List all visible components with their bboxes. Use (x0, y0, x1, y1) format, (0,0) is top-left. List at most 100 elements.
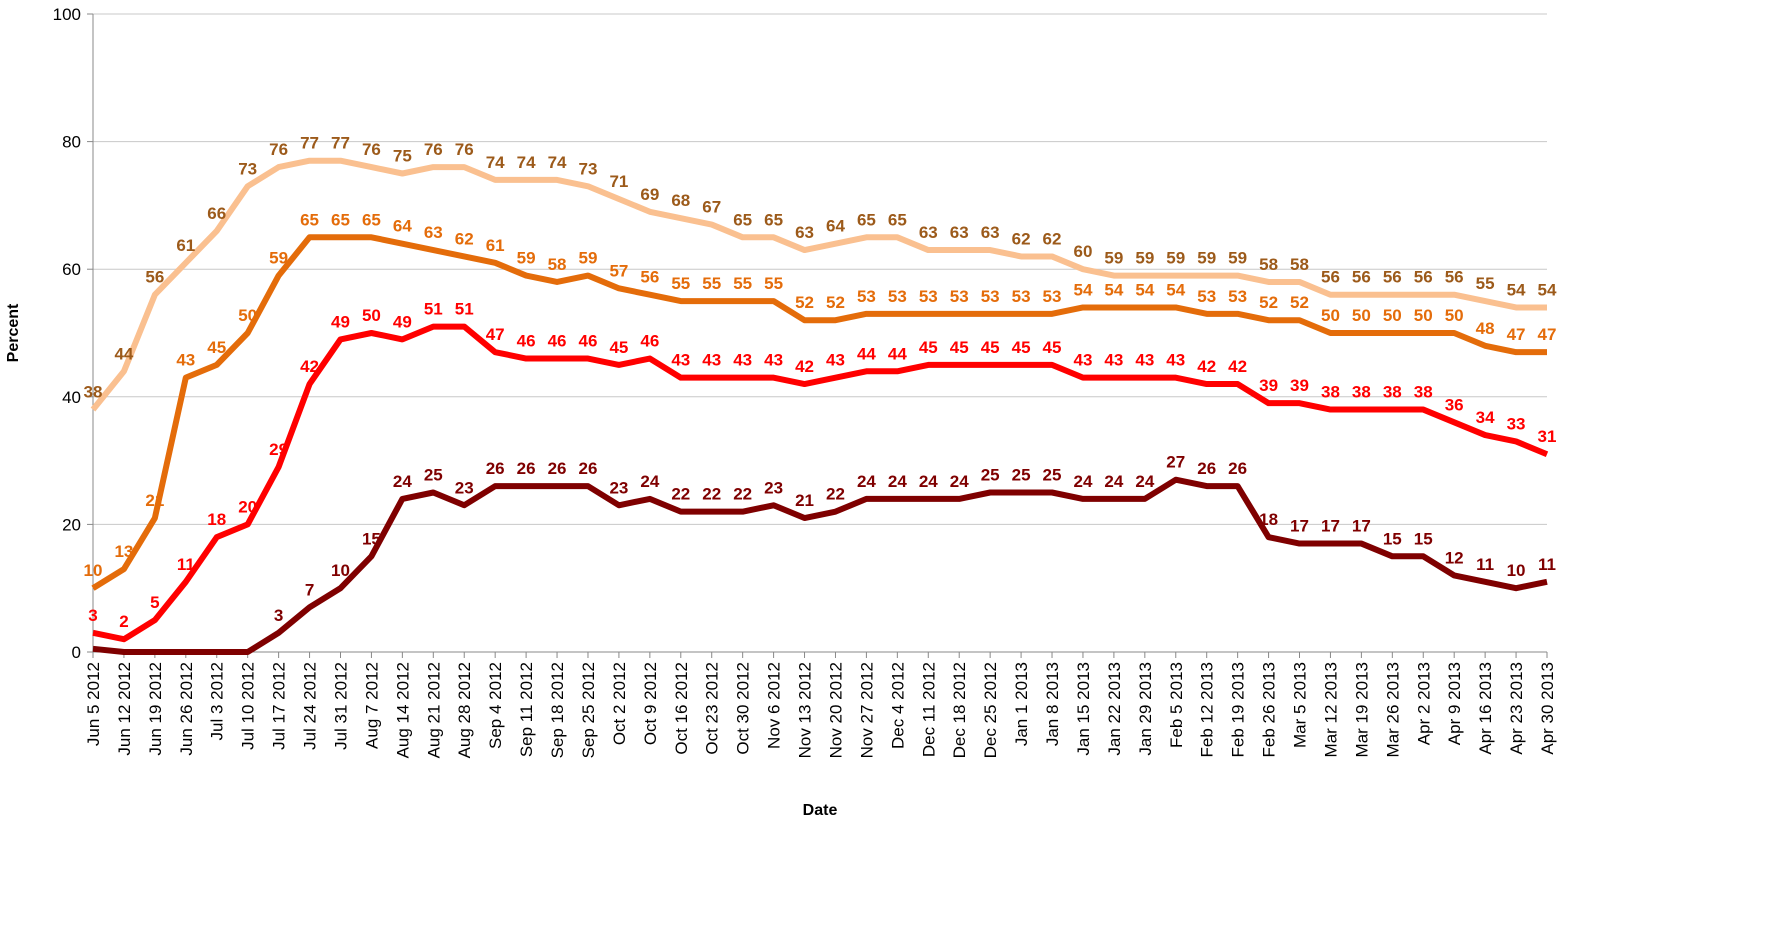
data-label: 43 (702, 351, 721, 370)
series-line (91, 234, 1547, 591)
x-tick-label: Jun 19 2012 (146, 662, 165, 756)
data-label: 12 (1445, 548, 1464, 567)
data-label: 43 (176, 351, 195, 370)
data-label: 59 (1104, 249, 1123, 268)
data-label: 10 (1507, 561, 1526, 580)
data-label: 56 (1445, 268, 1464, 287)
data-label: 64 (826, 217, 845, 236)
x-tick-label: Aug 14 2012 (393, 662, 412, 758)
data-label: 11 (1538, 555, 1556, 574)
data-label: 50 (1321, 306, 1340, 325)
data-label: 34 (1476, 408, 1495, 427)
x-tick-label: Apr 23 2013 (1507, 662, 1526, 755)
y-tick-label: 60 (62, 260, 81, 279)
x-tick-label: Mar 19 2013 (1352, 662, 1371, 757)
data-label: 74 (486, 153, 505, 172)
data-label: 45 (1043, 338, 1062, 357)
data-label: 55 (764, 274, 783, 293)
data-label: 74 (548, 153, 567, 172)
data-label: 52 (795, 293, 814, 312)
data-label: 43 (1104, 351, 1123, 370)
data-label: 24 (857, 472, 876, 491)
data-label: 51 (424, 300, 443, 319)
data-label: 48 (1476, 319, 1495, 338)
data-label: 24 (919, 472, 938, 491)
data-label: 46 (579, 332, 598, 351)
data-label: 62 (1012, 229, 1031, 248)
data-label: 68 (671, 191, 690, 210)
data-label: 58 (1290, 255, 1309, 274)
data-label: 42 (1197, 357, 1216, 376)
data-label: 53 (888, 287, 907, 306)
data-label: 51 (455, 300, 474, 319)
x-tick-label: Apr 30 2013 (1538, 662, 1557, 755)
x-tick-label: Jul 31 2012 (331, 662, 350, 750)
data-label: 55 (733, 274, 752, 293)
data-label: 60 (1073, 242, 1092, 261)
data-label: 65 (888, 210, 907, 229)
data-label: 56 (1383, 268, 1402, 287)
data-label: 43 (826, 351, 845, 370)
x-tick-label: Aug 21 2012 (424, 662, 443, 758)
data-label: 46 (548, 332, 567, 351)
x-tick-label: Dec 25 2012 (981, 662, 1000, 758)
data-label: 38 (1414, 383, 1433, 402)
data-label: 62 (1043, 229, 1062, 248)
data-label: 65 (331, 210, 350, 229)
data-label: 56 (640, 268, 659, 287)
data-label: 54 (1538, 280, 1557, 299)
data-label: 45 (609, 338, 628, 357)
data-label: 49 (393, 312, 412, 331)
data-label: 73 (238, 159, 257, 178)
data-label: 63 (981, 223, 1000, 242)
x-tick-label: Feb 5 2013 (1167, 662, 1186, 748)
y-tick-label: 40 (62, 388, 81, 407)
data-label: 63 (950, 223, 969, 242)
x-tick-label: Mar 5 2013 (1291, 662, 1310, 748)
x-tick-label: Sep 25 2012 (579, 662, 598, 758)
data-label: 65 (764, 210, 783, 229)
x-tick-label: Oct 30 2012 (734, 662, 753, 755)
data-label: 15 (1383, 529, 1402, 548)
data-label: 52 (1290, 293, 1309, 312)
data-label: 56 (1352, 268, 1371, 287)
data-label: 7 (305, 580, 314, 599)
y-tick-label: 0 (72, 643, 81, 662)
data-label: 65 (857, 210, 876, 229)
data-label: 54 (1507, 280, 1526, 299)
data-label: 26 (548, 459, 567, 478)
data-label: 47 (1538, 325, 1557, 344)
data-label: 65 (300, 210, 319, 229)
data-label: 43 (1166, 351, 1185, 370)
data-label: 26 (517, 459, 536, 478)
data-label: 22 (826, 485, 845, 504)
data-label: 42 (795, 357, 814, 376)
x-tick-label: Apr 9 2013 (1445, 662, 1464, 745)
x-tick-label: Jan 29 2013 (1136, 662, 1155, 756)
data-label: 33 (1507, 414, 1526, 433)
data-label: 64 (393, 217, 412, 236)
data-label: 18 (207, 510, 226, 529)
data-label: 55 (1476, 274, 1495, 293)
data-label: 15 (362, 529, 381, 548)
data-label: 22 (702, 485, 721, 504)
data-label: 56 (1321, 268, 1340, 287)
data-label: 54 (1166, 280, 1185, 299)
x-tick-label: Aug 28 2012 (455, 662, 474, 758)
data-label: 76 (424, 140, 443, 159)
data-label: 47 (486, 325, 505, 344)
series-line (90, 157, 1547, 412)
x-tick-label: Jun 12 2012 (115, 662, 134, 756)
data-label: 75 (393, 147, 412, 166)
x-tick-label: Jan 1 2013 (1012, 662, 1031, 746)
data-label: 53 (857, 287, 876, 306)
x-tick-label: Jun 26 2012 (177, 662, 196, 756)
x-tick-label: Jun 5 2012 (84, 662, 103, 746)
data-label: 44 (114, 344, 133, 363)
data-label: 38 (1352, 383, 1371, 402)
data-label: 53 (1197, 287, 1216, 306)
data-label: 17 (1290, 517, 1309, 536)
data-label: 26 (486, 459, 505, 478)
data-label: 39 (1259, 376, 1278, 395)
